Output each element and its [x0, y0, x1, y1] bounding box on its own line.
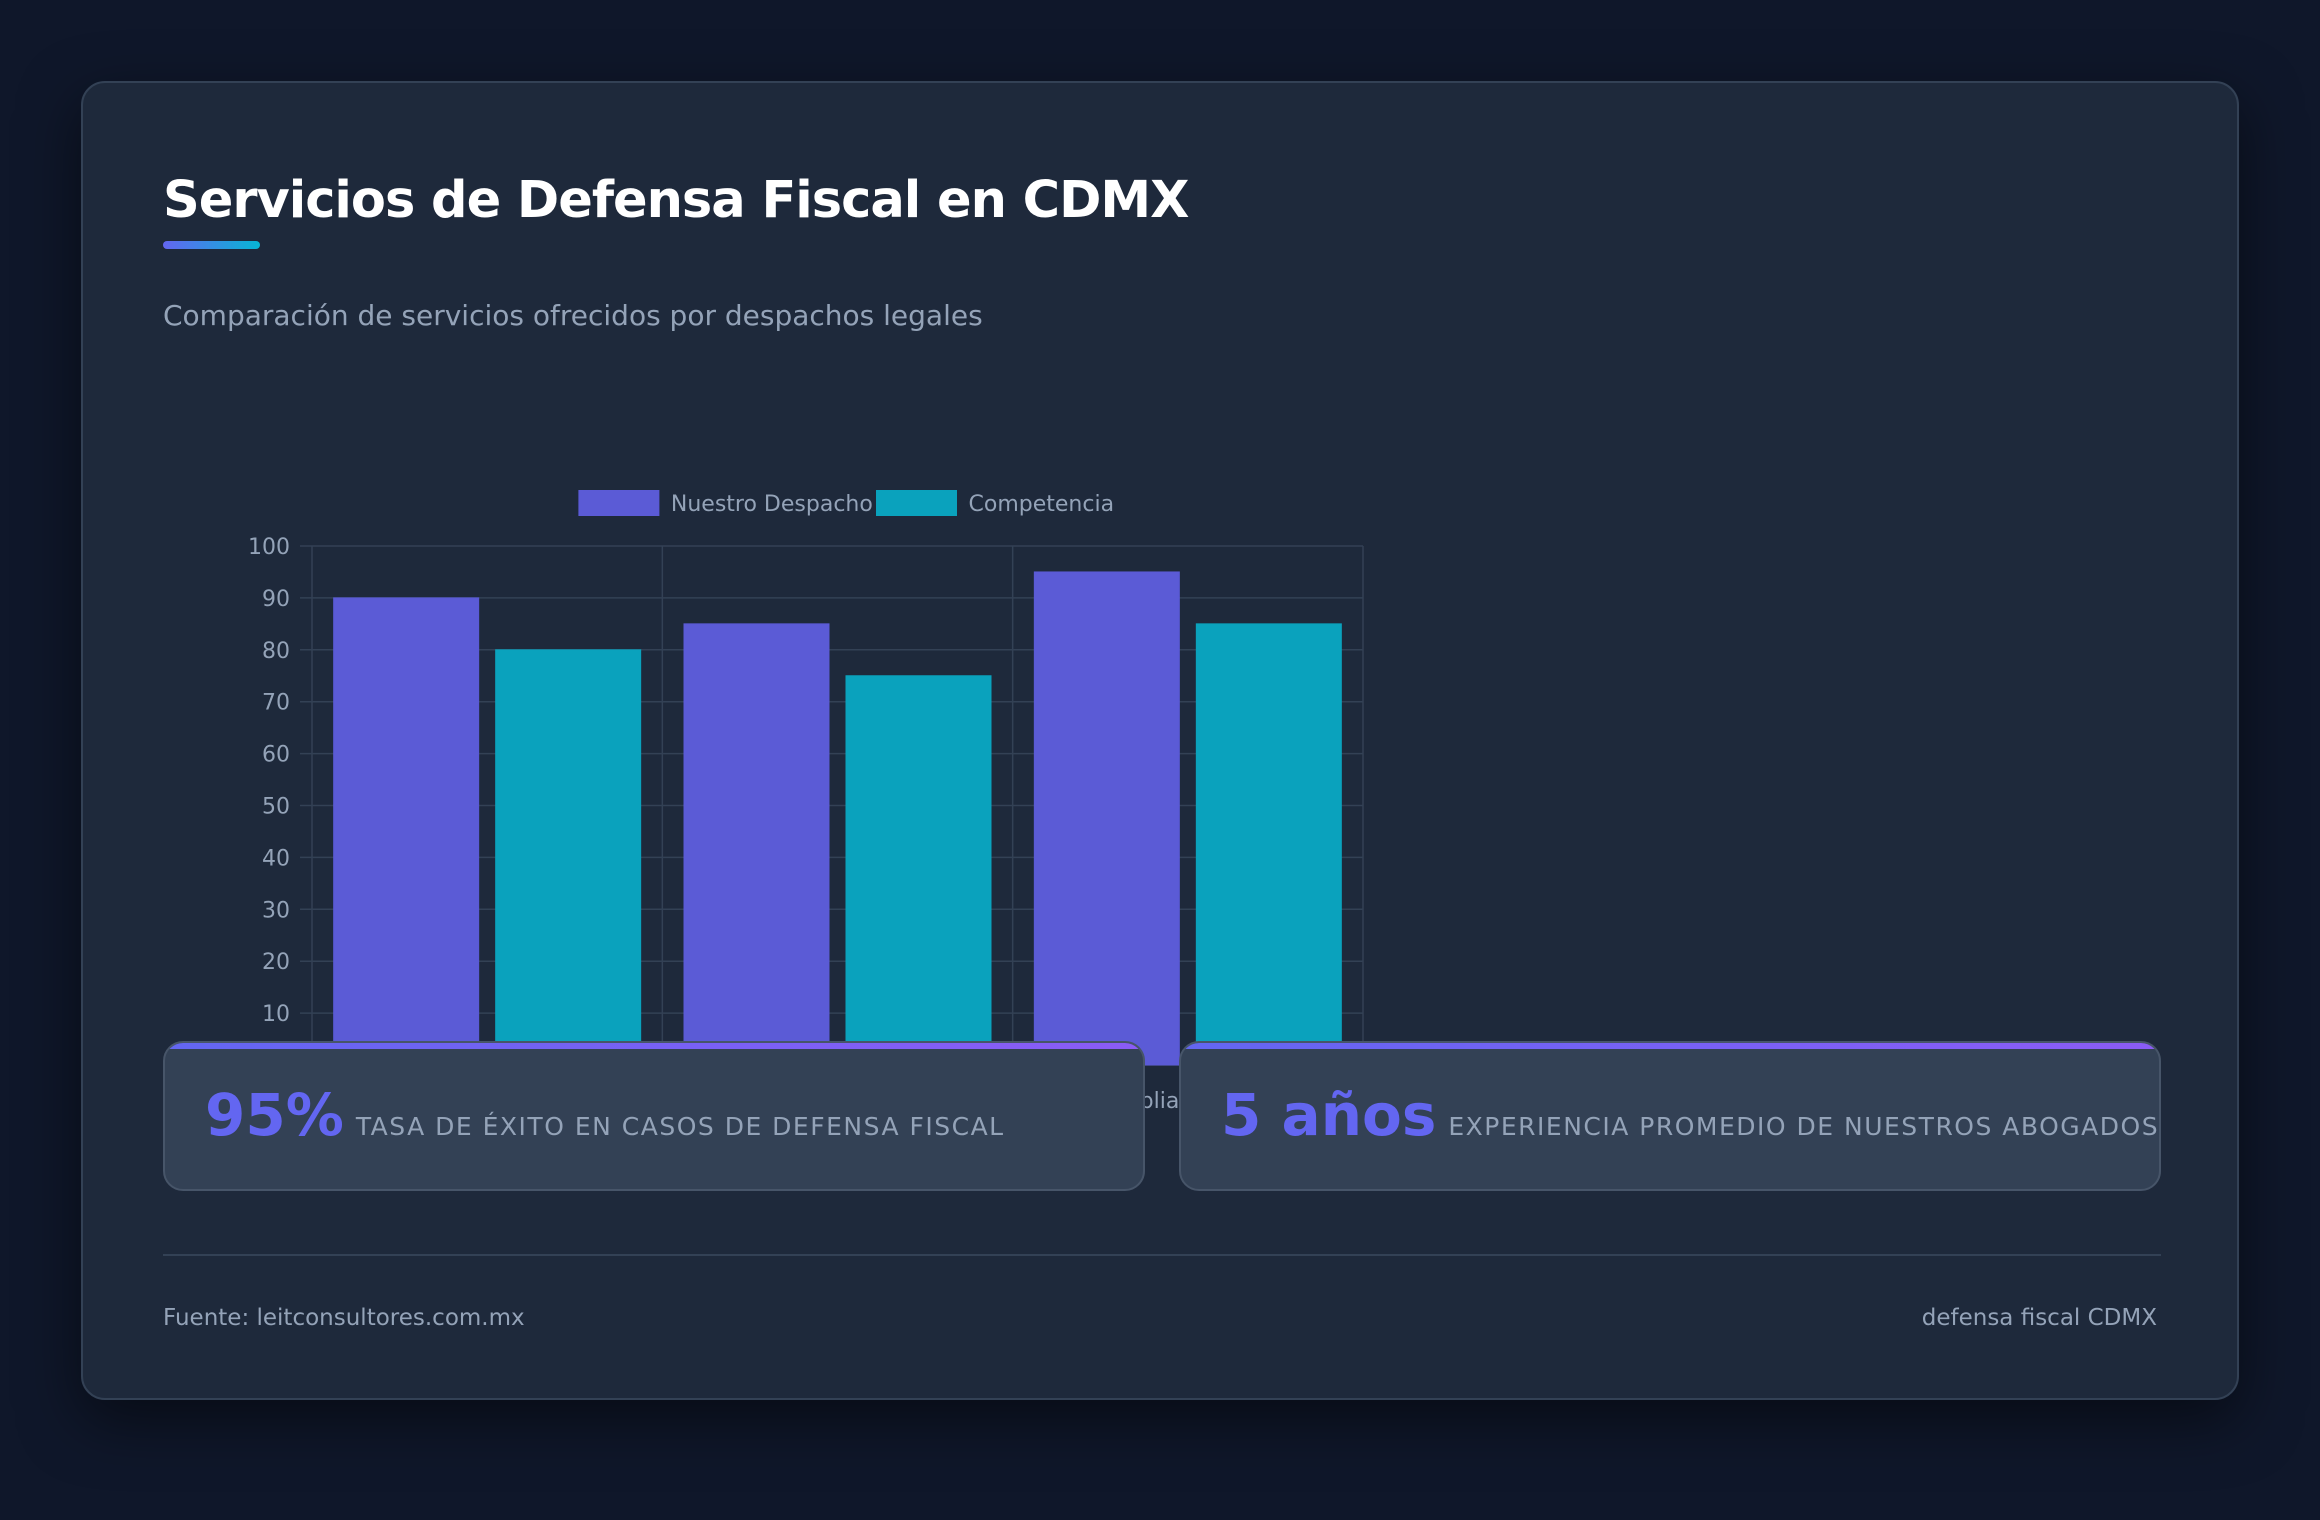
- y-tick-label: 30: [262, 898, 290, 923]
- bar-competencia: [845, 675, 992, 1066]
- y-tick-label: 40: [262, 846, 290, 871]
- stat-value: 5 años: [1221, 1081, 1437, 1149]
- y-tick-label: 60: [262, 743, 290, 768]
- stat-label: Tasa de éxito en casos de defensa fiscal: [355, 1112, 1005, 1141]
- y-tick-label: 70: [262, 691, 290, 716]
- footer-divider: [163, 1254, 2161, 1256]
- y-tick-label: 80: [262, 639, 290, 664]
- page-subtitle: Comparación de servicios ofrecidos por d…: [163, 299, 983, 332]
- legend-label: Competencia: [969, 492, 1115, 517]
- bar-nuestro-despacho: [333, 597, 480, 1066]
- stat-value: 95%: [205, 1081, 344, 1149]
- y-tick-label: 90: [262, 587, 290, 612]
- bar-nuestro-despacho: [1033, 571, 1180, 1066]
- stat-card-success: 95% Tasa de éxito en casos de defensa fi…: [163, 1041, 1145, 1191]
- bar-chart: 0102030405060708090100Asesoría FiscalLit…: [163, 413, 1403, 1123]
- y-tick-label: 20: [262, 950, 290, 975]
- y-tick-label: 50: [262, 795, 290, 820]
- bar-nuestro-despacho: [683, 623, 830, 1066]
- footer-tag: defensa fiscal CDMX: [1921, 1305, 2157, 1331]
- stat-card-accent-bar: [1181, 1043, 2159, 1049]
- stat-card-accent-bar: [165, 1043, 1143, 1049]
- title-underline: [163, 241, 260, 249]
- page-title: Servicios de Defensa Fiscal en CDMX: [163, 171, 1189, 230]
- stat-card-experience: 5 años Experiencia promedio de nuestros …: [1179, 1041, 2161, 1191]
- legend-label: Nuestro Despacho: [671, 492, 873, 517]
- footer-source: Fuente: leitconsultores.com.mx: [163, 1305, 525, 1331]
- bar-competencia: [495, 649, 642, 1066]
- bar-competencia: [1195, 623, 1342, 1066]
- y-tick-label: 10: [262, 1002, 290, 1027]
- chart-svg: 0102030405060708090100Asesoría FiscalLit…: [248, 490, 1364, 1114]
- chart-card: Servicios de Defensa Fiscal en CDMX Comp…: [81, 81, 2239, 1400]
- stat-label: Experiencia promedio de nuestros abogado…: [1448, 1112, 2160, 1141]
- legend-swatch: [876, 490, 957, 516]
- y-tick-label: 100: [248, 535, 290, 560]
- legend-swatch: [578, 490, 660, 516]
